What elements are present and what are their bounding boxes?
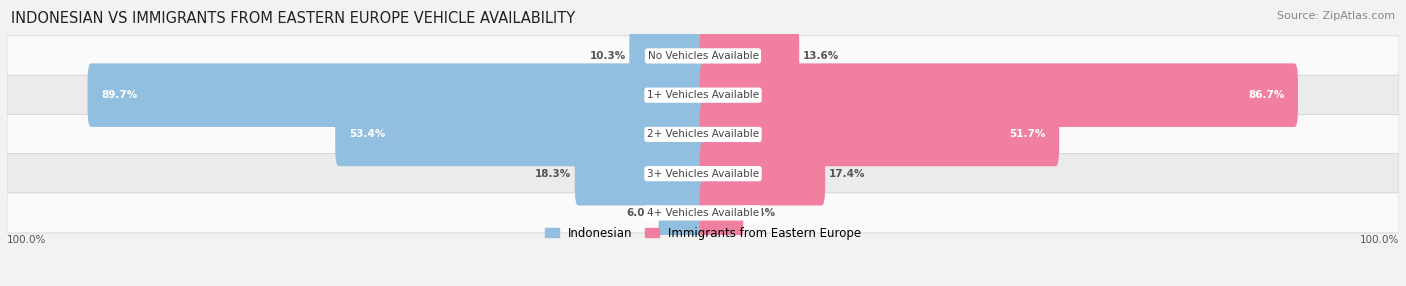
Text: 17.4%: 17.4% — [828, 169, 865, 179]
Text: 51.7%: 51.7% — [1010, 130, 1046, 139]
FancyBboxPatch shape — [658, 181, 706, 245]
Text: 4+ Vehicles Available: 4+ Vehicles Available — [647, 208, 759, 218]
Text: 3+ Vehicles Available: 3+ Vehicles Available — [647, 169, 759, 179]
Text: 100.0%: 100.0% — [1360, 235, 1399, 245]
FancyBboxPatch shape — [700, 181, 744, 245]
Text: 2+ Vehicles Available: 2+ Vehicles Available — [647, 130, 759, 139]
Text: Source: ZipAtlas.com: Source: ZipAtlas.com — [1277, 11, 1395, 21]
FancyBboxPatch shape — [7, 114, 1399, 154]
Text: 89.7%: 89.7% — [101, 90, 138, 100]
Text: 13.6%: 13.6% — [803, 51, 839, 61]
FancyBboxPatch shape — [87, 63, 706, 127]
FancyBboxPatch shape — [700, 63, 1298, 127]
FancyBboxPatch shape — [7, 75, 1399, 115]
FancyBboxPatch shape — [630, 24, 706, 88]
FancyBboxPatch shape — [700, 142, 825, 205]
Text: 1+ Vehicles Available: 1+ Vehicles Available — [647, 90, 759, 100]
Text: 18.3%: 18.3% — [536, 169, 571, 179]
FancyBboxPatch shape — [700, 24, 799, 88]
FancyBboxPatch shape — [7, 154, 1399, 194]
Text: 5.4%: 5.4% — [747, 208, 776, 218]
Text: 86.7%: 86.7% — [1249, 90, 1284, 100]
FancyBboxPatch shape — [700, 103, 1059, 166]
FancyBboxPatch shape — [575, 142, 706, 205]
FancyBboxPatch shape — [335, 103, 706, 166]
Text: No Vehicles Available: No Vehicles Available — [648, 51, 758, 61]
Text: INDONESIAN VS IMMIGRANTS FROM EASTERN EUROPE VEHICLE AVAILABILITY: INDONESIAN VS IMMIGRANTS FROM EASTERN EU… — [11, 11, 575, 26]
Text: 53.4%: 53.4% — [349, 130, 385, 139]
Text: 100.0%: 100.0% — [7, 235, 46, 245]
FancyBboxPatch shape — [7, 193, 1399, 233]
Text: 6.0%: 6.0% — [626, 208, 655, 218]
Legend: Indonesian, Immigrants from Eastern Europe: Indonesian, Immigrants from Eastern Euro… — [540, 222, 866, 245]
Text: 10.3%: 10.3% — [589, 51, 626, 61]
FancyBboxPatch shape — [7, 36, 1399, 76]
